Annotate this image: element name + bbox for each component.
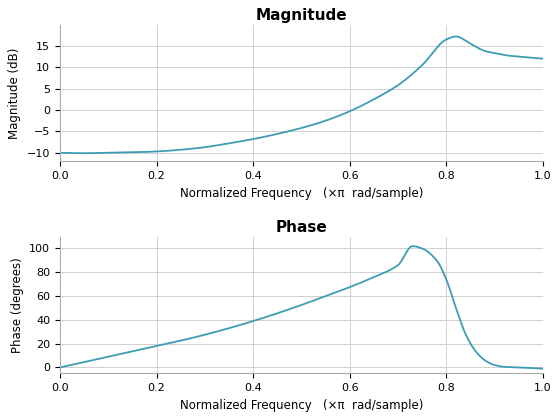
X-axis label: Normalized Frequency   (×π  rad/sample): Normalized Frequency (×π rad/sample) [180, 186, 423, 199]
Title: Magnitude: Magnitude [255, 8, 347, 24]
Title: Phase: Phase [276, 220, 327, 236]
Y-axis label: Magnitude (dB): Magnitude (dB) [8, 47, 21, 139]
X-axis label: Normalized Frequency   (×π  rad/sample): Normalized Frequency (×π rad/sample) [180, 399, 423, 412]
Y-axis label: Phase (degrees): Phase (degrees) [11, 257, 24, 353]
